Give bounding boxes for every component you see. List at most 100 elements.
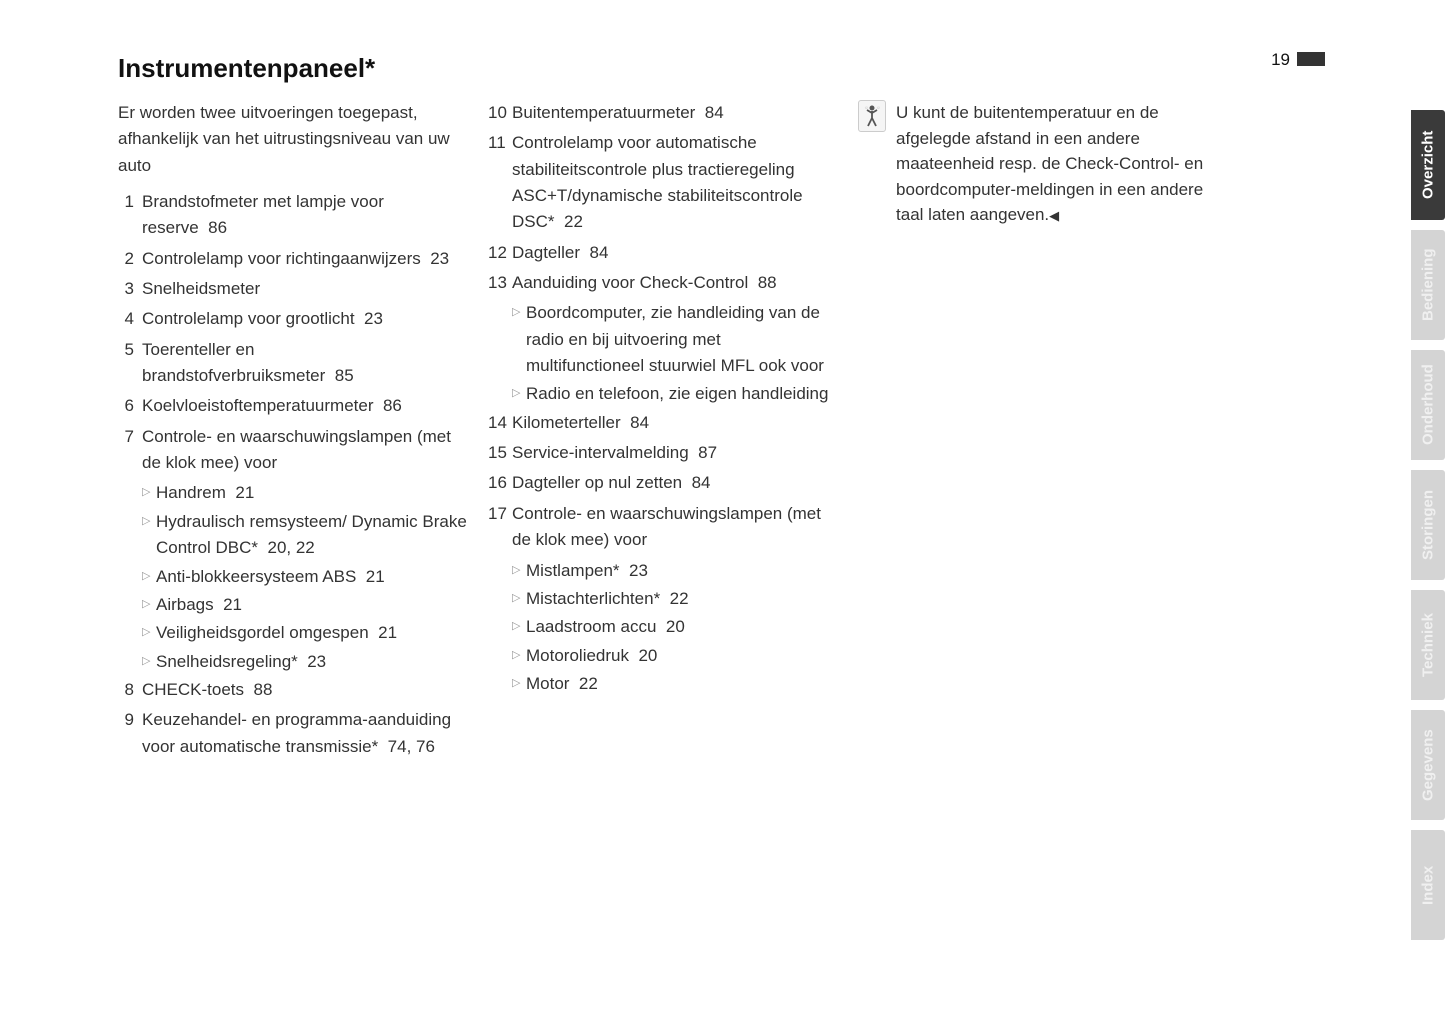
page-ref: 23 [629,561,648,580]
column-3: ☼ ☼ U kunt de buitentemperatuur en de af… [858,100,1218,764]
item-number: 9 [118,707,142,733]
item-text: Controle- en waarschuwingslampen (met de… [512,501,838,554]
page-ref: 20 [638,646,657,665]
item-text: Controle- en waarschuwingslampen (met de… [142,424,468,477]
page-ref: 21 [378,623,397,642]
column-2: 10Buitentemperatuurmeter 8411Controlelam… [488,100,838,764]
side-tabs: Overzicht Bediening Onderhoud Storingen Tech… [1411,110,1445,950]
triangle-icon: ▷ [512,381,526,402]
list-item: 9Keuzehandel- en programma-aanduiding vo… [118,707,468,760]
list-item: 12Dagteller 84 [488,240,838,266]
sublist-2: ▷Boordcomputer, zie handleiding van de r… [488,300,838,407]
item-text: Service-intervalmelding 87 [512,440,838,466]
page-ref: 22 [564,212,583,231]
sub-text: Radio en telefoon, zie eigen handleiding [526,381,838,407]
page-ref: 85 [335,366,354,385]
triangle-icon: ▷ [512,586,526,607]
list-item: 8CHECK-toets 88 [118,677,468,703]
sublist-2b: ▷Mistlampen* 23▷Mistachterlichten* 22▷La… [488,558,838,698]
sub-text: Veiligheidsgordel omgespen 21 [156,620,468,646]
item-text: Snelheidsmeter [142,276,468,302]
sub-text: Anti-blokkeersysteem ABS 21 [156,564,468,590]
triangle-icon: ▷ [142,620,156,641]
tab-techniek[interactable]: Techniek [1411,590,1445,700]
tab-gegevens[interactable]: Gegevens [1411,710,1445,820]
item-number: 12 [488,240,512,266]
tab-overzicht[interactable]: Overzicht [1411,110,1445,220]
item-number: 8 [118,677,142,703]
page-ref: 23 [364,309,383,328]
triangle-icon: ▷ [512,643,526,664]
page-ref: 84 [590,243,609,262]
page-number: 19 [1271,50,1290,70]
item-number: 1 [118,189,142,215]
item-text: Buitentemperatuurmeter 84 [512,100,838,126]
sub-text: Handrem 21 [156,480,468,506]
sub-text: Motor 22 [526,671,838,697]
sub-text: Motoroliedruk 20 [526,643,838,669]
item-number: 11 [488,130,512,156]
item-number: 3 [118,276,142,302]
item-text: Dagteller 84 [512,240,838,266]
page-ref: 21 [235,483,254,502]
column-1: Er worden twee uitvoeringen toegepast, a… [118,100,468,764]
page-marker [1297,52,1325,66]
sub-item: ▷Mistlampen* 23 [488,558,838,584]
triangle-icon: ▷ [142,564,156,585]
page-ref: 86 [208,218,227,237]
sub-item: ▷Airbags 21 [118,592,468,618]
list-item: 4Controlelamp voor grootlicht 23 [118,306,468,332]
triangle-icon: ▷ [142,480,156,501]
sub-item: ▷Veiligheidsgordel omgespen 21 [118,620,468,646]
svg-text:☼: ☼ [876,105,881,111]
list-item: 11Controlelamp voor automatische stabili… [488,130,838,235]
page-ref: 84 [705,103,724,122]
sub-item: ▷Radio en telefoon, zie eigen handleidin… [488,381,838,407]
item-text: Controlelamp voor grootlicht 23 [142,306,468,332]
sub-text: Mistlampen* 23 [526,558,838,584]
item-text: Brandstofmeter met lampje voor reserve 8… [142,189,468,242]
tab-index[interactable]: Index [1411,830,1445,940]
list-2b: 14Kilometerteller 84 15Service-intervalme… [488,410,838,554]
tip-icon: ☼ ☼ [858,100,886,132]
list-item: 14Kilometerteller 84 [488,410,838,436]
page-ref: 74, 76 [388,737,435,756]
item-number: 14 [488,410,512,436]
content-area: Er worden twee uitvoeringen toegepast, a… [118,100,1218,764]
item-number: 16 [488,470,512,496]
page-ref: 88 [253,680,272,699]
item-number: 6 [118,393,142,419]
page-ref: 84 [630,413,649,432]
page-ref: 20 [666,617,685,636]
intro-text: Er worden twee uitvoeringen toegepast, a… [118,100,468,179]
triangle-icon: ▷ [142,592,156,613]
page-ref: 21 [366,567,385,586]
sub-text: Boordcomputer, zie handleiding van de ra… [526,300,838,379]
end-marker: ◀ [1049,208,1059,223]
item-text: Aanduiding voor Check-Control 88 [512,270,838,296]
list-item: 2Controlelamp voor richtingaanwijzers 23 [118,246,468,272]
list-item: 16Dagteller op nul zetten 84 [488,470,838,496]
item-text: Toerenteller en brandstofverbruiksmeter … [142,337,468,390]
item-number: 15 [488,440,512,466]
sub-text: Hydraulisch remsysteem/ Dynamic Brake Co… [156,509,468,562]
list-item: 15Service-intervalmelding 87 [488,440,838,466]
triangle-icon: ▷ [512,671,526,692]
page-ref: 84 [692,473,711,492]
sub-item: ▷Hydraulisch remsysteem/ Dynamic Brake C… [118,509,468,562]
page-ref: 23 [430,249,449,268]
tip-box: ☼ ☼ U kunt de buitentemperatuur en de af… [858,100,1218,228]
list-item: 17Controle- en waarschuwingslampen (met … [488,501,838,554]
sublist-1: ▷Handrem 21▷Hydraulisch remsysteem/ Dyna… [118,480,468,674]
sub-item: ▷Motor 22 [488,671,838,697]
page-ref: 23 [307,652,326,671]
sub-text: Airbags 21 [156,592,468,618]
item-text: Keuzehandel- en programma-aanduiding voo… [142,707,468,760]
tab-storingen[interactable]: Storingen [1411,470,1445,580]
sub-item: ▷Handrem 21 [118,480,468,506]
list-2a: 10Buitentemperatuurmeter 8411Controlelam… [488,100,838,296]
tab-bediening[interactable]: Bediening [1411,230,1445,340]
list-1: 1Brandstofmeter met lampje voor reserve … [118,189,468,476]
tab-onderhoud[interactable]: Onderhoud [1411,350,1445,460]
triangle-icon: ▷ [512,614,526,635]
